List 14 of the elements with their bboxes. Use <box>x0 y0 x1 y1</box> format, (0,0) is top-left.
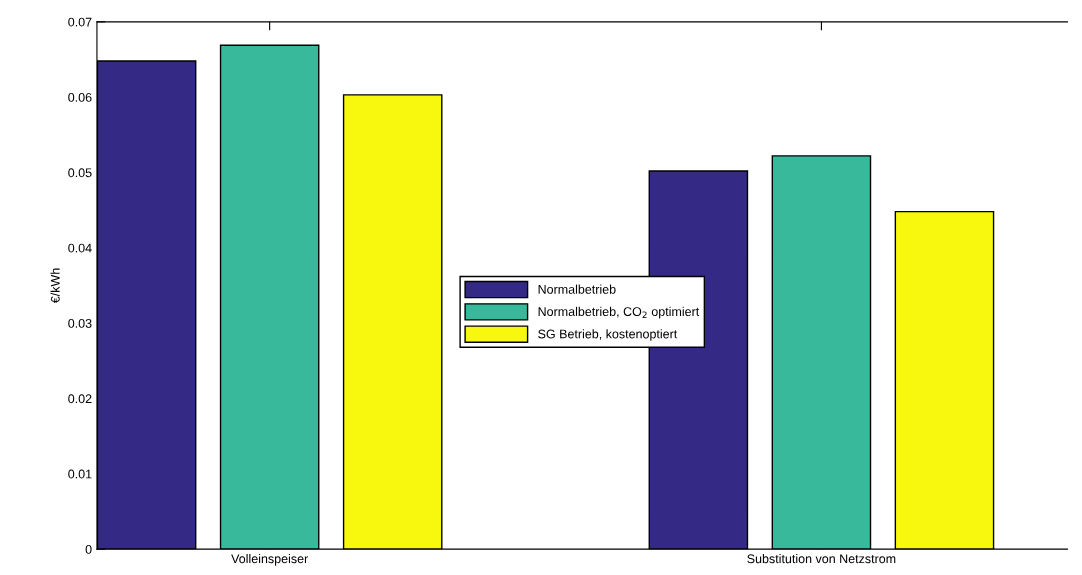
legend-label: Normalbetrieb <box>538 284 616 294</box>
y-tick-label: 0.03 <box>68 318 92 328</box>
y-tick-label: 0.02 <box>68 394 92 404</box>
y-tick-label: 0.06 <box>68 92 92 102</box>
x-tick-label: Volleinspeiser <box>231 553 309 566</box>
y-axis-title: €/kWh <box>50 268 60 304</box>
y-tick-label: 0.05 <box>68 168 92 178</box>
x-tick-label: Substitution von Netzstrom <box>747 553 896 564</box>
y-tick-label: 0.07 <box>68 17 92 27</box>
y-tick-label: 0 <box>85 544 92 554</box>
legend-label: Normalbetrieb, CO$_{2}$ optimiert <box>538 306 700 319</box>
legend-label: SG Betrieb, kostenoptiert <box>538 329 678 341</box>
y-tick-label: 0.01 <box>68 469 92 479</box>
y-tick-label: 0.04 <box>68 243 92 253</box>
